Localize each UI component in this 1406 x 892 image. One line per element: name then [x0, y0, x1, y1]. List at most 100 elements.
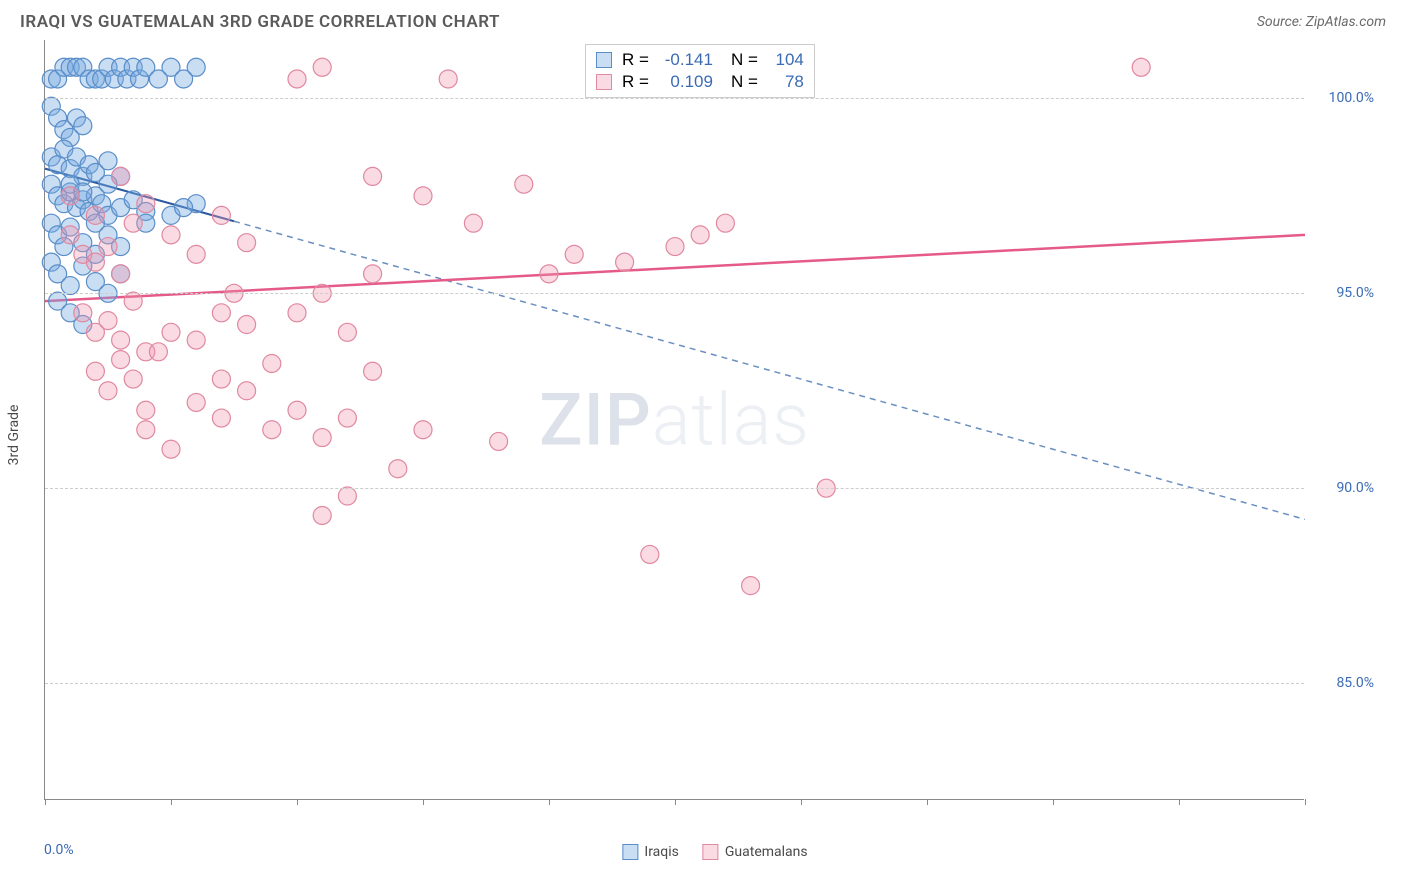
scatter-point — [565, 245, 583, 263]
legend-item: Iraqis — [622, 844, 678, 860]
scatter-point — [99, 382, 117, 400]
n-value: 78 — [768, 72, 804, 92]
scatter-point — [162, 226, 180, 244]
gridline — [45, 98, 1304, 99]
r-label: R = — [622, 50, 649, 70]
scatter-point — [641, 545, 659, 563]
scatter-point — [74, 304, 92, 322]
legend-swatch — [622, 844, 638, 860]
scatter-point — [414, 421, 432, 439]
scatter-point — [540, 265, 558, 283]
chart-title: IRAQI VS GUATEMALAN 3RD GRADE CORRELATIO… — [20, 12, 500, 32]
legend-label: Iraqis — [644, 844, 678, 860]
scatter-point — [666, 238, 684, 256]
legend-item: Guatemalans — [703, 844, 808, 860]
x-tick-mark — [297, 799, 298, 805]
scatter-point — [238, 316, 256, 334]
correlation-legend: R =-0.141N =104R =0.109N =78 — [585, 44, 815, 98]
chart-header: IRAQI VS GUATEMALAN 3RD GRADE CORRELATIO… — [0, 0, 1406, 40]
scatter-point — [162, 323, 180, 341]
gridline — [45, 488, 1304, 489]
scatter-point — [338, 409, 356, 427]
scatter-point — [175, 199, 193, 217]
series-legend: Iraqis Guatemalans — [622, 844, 807, 860]
scatter-point — [162, 440, 180, 458]
scatter-point — [187, 393, 205, 411]
x-tick-mark — [675, 799, 676, 805]
scatter-point — [187, 331, 205, 349]
scatter-point — [86, 362, 104, 380]
x-tick-mark — [801, 799, 802, 805]
scatter-point — [263, 421, 281, 439]
y-tick-label: 95.0% — [1314, 285, 1374, 301]
scatter-point — [112, 351, 130, 369]
scatter-point — [137, 195, 155, 213]
x-axis-min-label: 0.0% — [44, 842, 74, 858]
scatter-point — [86, 206, 104, 224]
scatter-point — [112, 265, 130, 283]
x-tick-mark — [423, 799, 424, 805]
y-tick-label: 85.0% — [1314, 675, 1374, 691]
scatter-point — [515, 175, 533, 193]
scatter-point — [742, 577, 760, 595]
scatter-point — [99, 238, 117, 256]
legend-row: R =-0.141N =104 — [596, 49, 804, 71]
scatter-point — [338, 487, 356, 505]
scatter-point — [288, 70, 306, 88]
scatter-point — [212, 206, 230, 224]
scatter-point — [414, 187, 432, 205]
scatter-point — [124, 370, 142, 388]
scatter-point — [149, 343, 167, 361]
scatter-point — [338, 323, 356, 341]
x-tick-mark — [549, 799, 550, 805]
scatter-point — [137, 401, 155, 419]
scatter-point — [212, 370, 230, 388]
legend-label: Guatemalans — [725, 844, 808, 860]
scatter-point — [364, 362, 382, 380]
scatter-point — [124, 292, 142, 310]
x-tick-mark — [1179, 799, 1180, 805]
x-tick-mark — [1053, 799, 1054, 805]
scatter-point — [439, 70, 457, 88]
scatter-point — [490, 432, 508, 450]
scatter-point — [187, 58, 205, 76]
legend-swatch — [703, 844, 719, 860]
legend-swatch — [596, 74, 612, 90]
r-label: R = — [622, 72, 649, 92]
scatter-point — [112, 331, 130, 349]
scatter-point — [86, 253, 104, 271]
y-axis-label: 3rd Grade — [6, 405, 22, 466]
scatter-point — [263, 354, 281, 372]
r-value: 0.109 — [659, 72, 713, 92]
scatter-point — [99, 152, 117, 170]
n-label: N = — [731, 50, 758, 70]
n-label: N = — [731, 72, 758, 92]
scatter-point — [389, 460, 407, 478]
gridline — [45, 293, 1304, 294]
x-tick-mark — [171, 799, 172, 805]
legend-row: R = 0.109 N = 78 — [596, 71, 804, 93]
y-tick-label: 90.0% — [1314, 480, 1374, 496]
scatter-point — [288, 304, 306, 322]
scatter-point — [616, 253, 634, 271]
scatter-point — [238, 382, 256, 400]
legend-swatch — [596, 52, 612, 68]
scatter-point — [1132, 58, 1150, 76]
x-tick-mark — [45, 799, 46, 805]
n-value: 104 — [768, 50, 804, 70]
scatter-point — [61, 277, 79, 295]
x-tick-mark — [1305, 799, 1306, 805]
scatter-point — [364, 265, 382, 283]
scatter-point — [238, 234, 256, 252]
scatter-point — [187, 245, 205, 263]
gridline — [45, 683, 1304, 684]
scatter-point — [124, 214, 142, 232]
scatter-svg — [45, 40, 1304, 799]
scatter-point — [99, 312, 117, 330]
scatter-point — [313, 429, 331, 447]
y-tick-label: 100.0% — [1314, 90, 1374, 106]
scatter-point — [364, 167, 382, 185]
x-tick-mark — [927, 799, 928, 805]
scatter-point — [716, 214, 734, 232]
scatter-point — [313, 58, 331, 76]
